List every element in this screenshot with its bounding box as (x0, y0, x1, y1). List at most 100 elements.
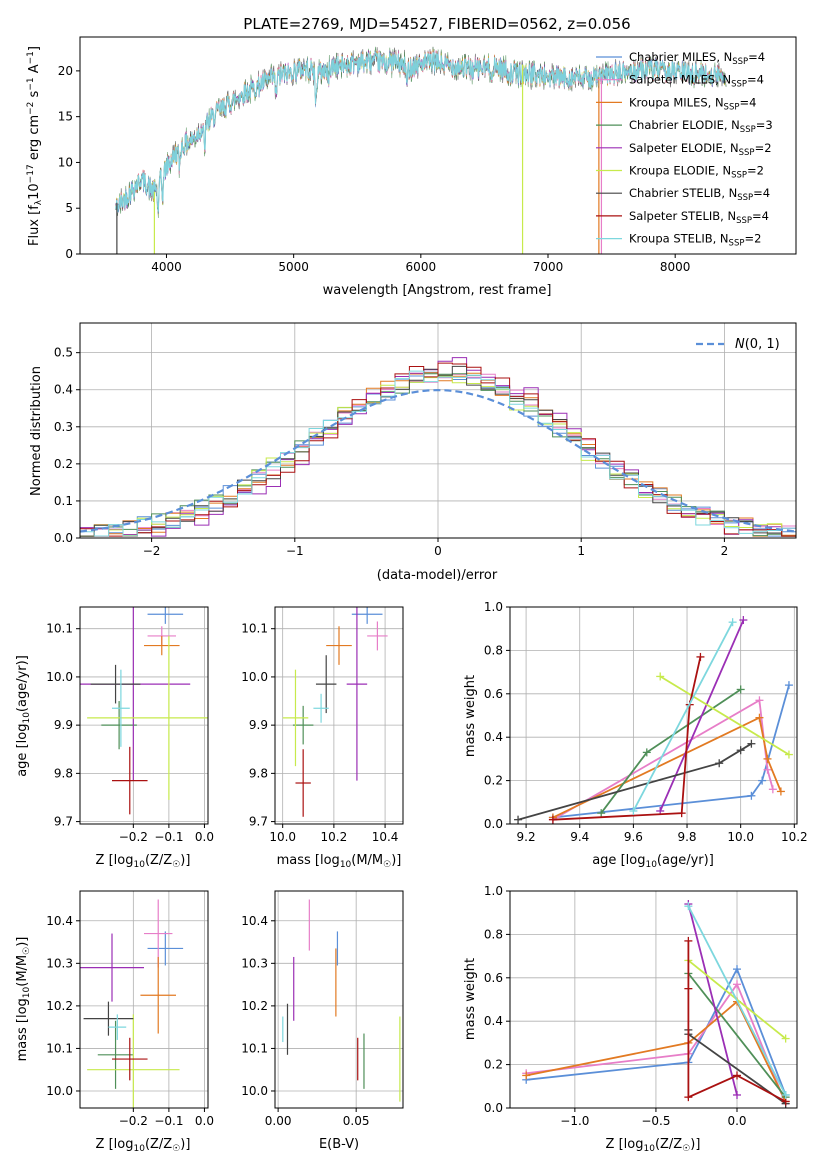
legend-entry-2: Kroupa MILES, NSSP=4 (629, 95, 756, 112)
x-axis-label-part: 10 (133, 860, 145, 870)
x-axis-label: Z [log10(Z/Z☉)] (96, 853, 191, 870)
legend-entry-4-part: SSP (739, 148, 755, 158)
axes-frame (509, 606, 798, 825)
tick-label-y: 0.4 (54, 383, 73, 397)
plot-area (522, 900, 790, 1108)
tick-label-y: 9.9 (249, 718, 268, 732)
y-axis-label-part: 10 (27, 183, 42, 200)
legend-entry-normal-part: N (735, 337, 745, 352)
x-axis-label-part: )] (690, 1137, 700, 1152)
axes-frame (79, 890, 209, 1109)
legend-entry-4-part: Salpeter ELODIE, N (629, 141, 739, 155)
x-axis-label-part: (Z/Z (145, 1137, 172, 1152)
tick-label-y: 0.4 (484, 730, 503, 744)
tick-label-y: 10.1 (46, 1041, 73, 1055)
y-axis-label-part: λ (34, 199, 44, 205)
axes-frame (274, 606, 404, 825)
tick-label-y: 0.0 (484, 817, 503, 831)
tick-label-y: 0.3 (54, 420, 73, 434)
tick-label-x: 5000 (278, 260, 309, 274)
x-axis-label: E(B-V) (319, 1137, 359, 1152)
hist-step-7 (80, 362, 796, 538)
tick-label-x: −1.0 (560, 1114, 589, 1128)
plot-area (115, 46, 727, 254)
legend-entry-5: Kroupa ELODIE, NSSP=2 (629, 164, 764, 181)
x-axis-label-part: 10 (645, 860, 657, 870)
tick-label-x: 10.4 (372, 830, 399, 844)
tick-label-y: 9.8 (54, 766, 73, 780)
x-axis-label-part: (Z/Z (655, 1137, 682, 1152)
plot-area (514, 616, 793, 824)
tick-label-x: 8000 (660, 260, 691, 274)
tick-label-x: −0.2 (119, 830, 148, 844)
y-axis-label: mass weight (463, 675, 478, 757)
x-axis-label-part: (M/M (351, 853, 383, 868)
tick-label-y: 10.0 (46, 670, 73, 684)
tick-label-y: 9.8 (249, 766, 268, 780)
x-axis-label-part: 10 (133, 1144, 145, 1154)
y-axis-label-part: 10 (22, 986, 32, 998)
mw-line-5 (659, 675, 790, 756)
tick-label-y: 0.6 (484, 971, 503, 985)
x-axis-label-part: )] (180, 853, 190, 868)
legend-entry-5-part: Kroupa ELODIE, N (629, 164, 731, 178)
figure-title: PLATE=2769, MJD=54527, FIBERID=0562, z=0… (243, 15, 630, 33)
tick-label-x: 6000 (406, 260, 437, 274)
tick-label-x: −0.1 (154, 830, 183, 844)
y-axis-label: mass [log10(M/M☉)] (15, 937, 32, 1062)
tick-label-x: 9.8 (677, 830, 696, 844)
tick-label-y: 0.2 (54, 457, 73, 471)
plot-area (282, 607, 388, 817)
tick-label-y: 10.1 (241, 1041, 268, 1055)
y-axis-label: mass weight (463, 958, 478, 1040)
x-axis-label-part: )] (180, 1137, 190, 1152)
tick-label-y: 0.2 (484, 1058, 503, 1072)
mw-line-1 (526, 982, 787, 1105)
y-axis-label-part: mass [log (15, 998, 30, 1061)
legend-entry-1-part: =4 (747, 73, 764, 87)
legend-entry-2-part: SSP (724, 102, 740, 112)
tick-label-x: 4000 (151, 260, 182, 274)
mw-line-0 (526, 966, 787, 1096)
tick-label-x: 1 (577, 544, 585, 558)
tick-label-y: 0.1 (54, 494, 73, 508)
mw-line-4 (659, 619, 745, 812)
mw-line-3 (687, 972, 787, 1098)
legend-entry-3-part: =3 (756, 118, 773, 132)
x-axis-label-part: (Z/Z (145, 853, 172, 868)
x-axis-label-part: ☉ (172, 860, 180, 870)
y-axis-label: Flux [fλ10−17 erg cm−2 s−1 A−1] (26, 46, 44, 246)
plot-area (80, 899, 184, 1108)
tick-label-y: 10.1 (46, 622, 73, 636)
tick-label-y: 10.2 (46, 999, 73, 1013)
y-axis-label-part: A (27, 64, 42, 77)
y-axis-label-part: )] (15, 937, 30, 947)
axes-frame (274, 890, 404, 1109)
legend-entry-3-part: SSP (740, 125, 756, 135)
legend-entry-3-part: Chabrier ELODIE, N (629, 118, 740, 132)
plot-area (80, 357, 796, 538)
legend-entry-7-part: Salpeter STELIB, N (629, 209, 736, 223)
tick-label-x: 0.05 (343, 1114, 370, 1128)
tick-label-x: 10.0 (727, 830, 754, 844)
tick-label-y: 10.0 (241, 670, 268, 684)
tick-label-y: 10.0 (241, 1084, 268, 1098)
panel-mass_vs_Z: −0.2 −0.1 0.010.010.110.210.310.4Z [log10(… (15, 890, 214, 1154)
tick-label-x: 10.2 (321, 830, 348, 844)
legend-entry-7: Salpeter STELIB, NSSP=4 (629, 209, 769, 226)
tick-label-x: 9.2 (517, 830, 536, 844)
legend-entry-normal-part: (0, 1) (745, 337, 780, 352)
legend-entry-8-part: =2 (744, 232, 761, 246)
legend-entry-8-part: SSP (729, 239, 745, 249)
legend-entry-0-part: Chabrier MILES, N (629, 50, 732, 64)
x-axis-label-part: ☉ (172, 1144, 180, 1154)
panel-residuals: −2 −1 0 1 2 0.0 0.1 0.2 0.3 0.4 0.5 N(0, 1) (data-mo… (29, 322, 797, 583)
x-axis-label: Z [log10(Z/Z☉)] (96, 1137, 191, 1154)
axes-frame (79, 36, 797, 255)
tick-label-y: 10.0 (46, 1084, 73, 1098)
plot-area (80, 607, 208, 815)
legend-entry-7-part: SSP (736, 216, 752, 226)
x-axis-label: Z [log10(Z/Z☉)] (606, 1137, 701, 1154)
x-axis-label-part: Z [log (96, 853, 134, 868)
y-axis-label-part: −1 (26, 51, 36, 64)
